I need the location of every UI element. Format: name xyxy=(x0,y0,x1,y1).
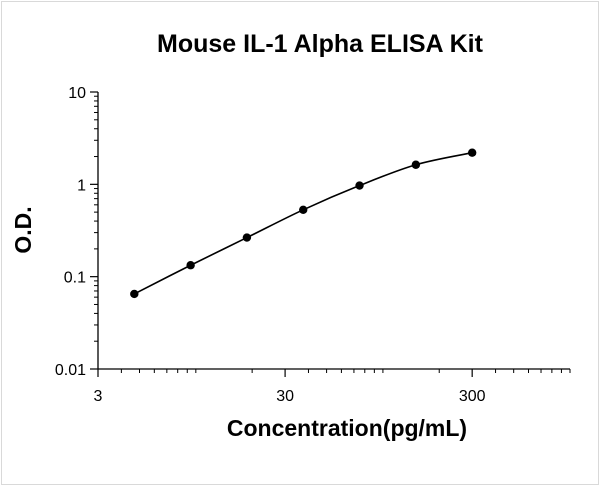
chart-title: Mouse IL-1 Alpha ELISA Kit xyxy=(157,30,484,58)
y-tick-label: 1 xyxy=(77,177,86,194)
x-axis-tick-labels: 3 30 300 xyxy=(94,388,486,405)
fit-curve xyxy=(133,151,473,295)
y-tick-label: 10 xyxy=(68,85,86,102)
plot-area: 0.01 0.1 1 10 3 30 300 xyxy=(55,85,571,405)
data-point xyxy=(467,148,477,157)
x-tick-label: 30 xyxy=(276,388,294,405)
x-axis-major-ticks xyxy=(97,369,473,377)
y-axis-label: O.D. xyxy=(10,206,36,253)
x-axis-label: Concentration(pg/mL) xyxy=(227,415,467,441)
x-tick-label: 3 xyxy=(94,388,103,405)
y-axis-major-ticks xyxy=(90,91,98,370)
data-point xyxy=(411,160,421,169)
y-axis-tick-labels: 0.01 0.1 1 10 xyxy=(55,85,86,379)
x-tick-label: 300 xyxy=(459,388,486,405)
y-tick-label: 0.01 xyxy=(55,362,86,379)
data-point xyxy=(242,233,252,242)
data-point xyxy=(130,289,139,299)
data-point xyxy=(299,205,308,214)
y-axis-minor-ticks xyxy=(94,95,98,342)
series-layer xyxy=(130,148,477,299)
y-tick-label: 0.1 xyxy=(64,270,86,287)
x-axis-minor-ticks xyxy=(120,369,571,373)
data-point xyxy=(186,261,195,270)
data-point xyxy=(355,181,364,190)
